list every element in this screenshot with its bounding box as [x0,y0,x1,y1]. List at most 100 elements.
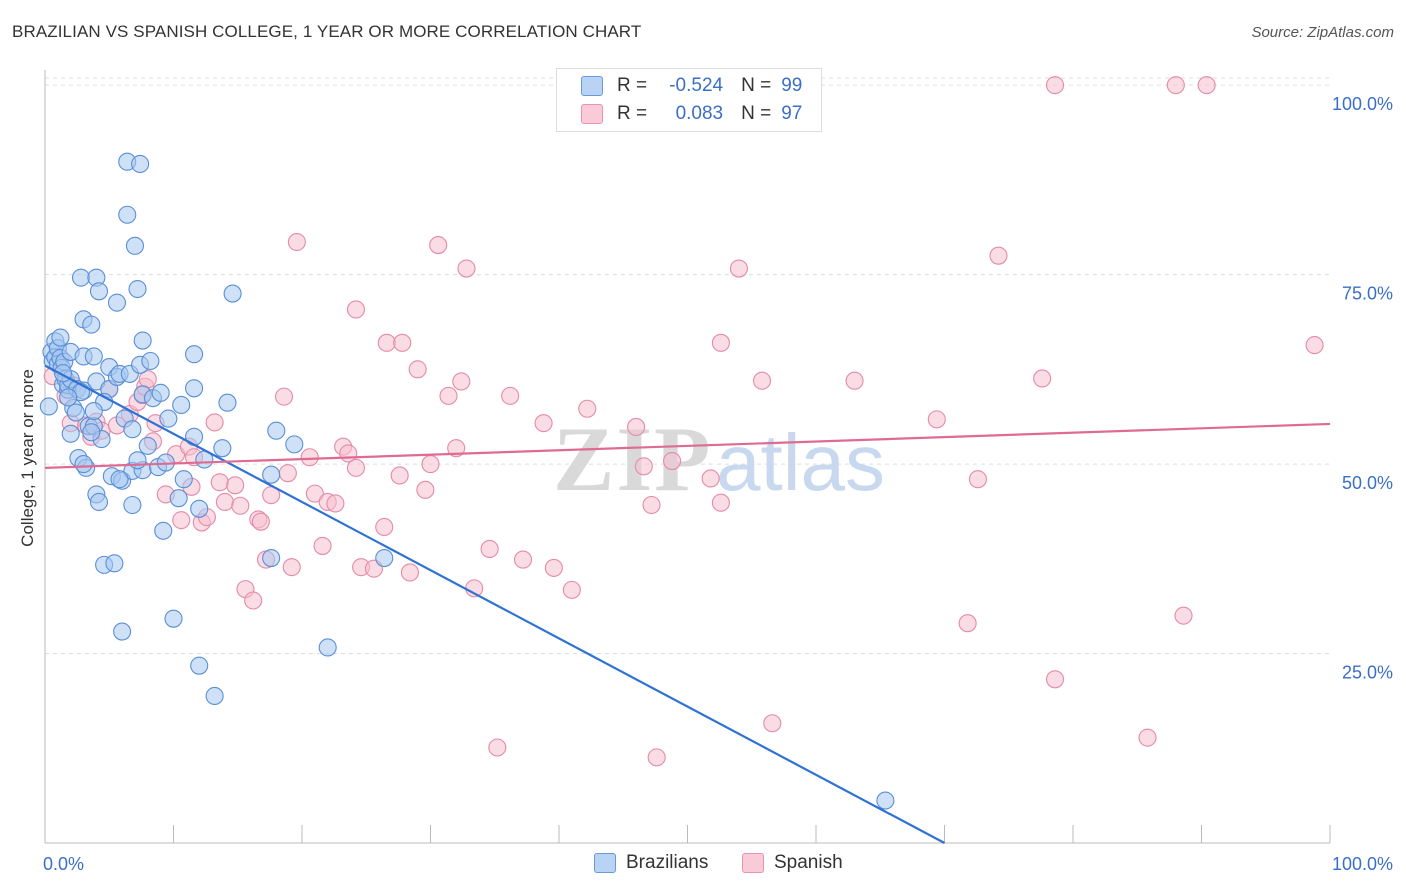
point-spanish [513,550,533,569]
point-spanish [313,536,332,555]
point-brazilian [285,435,304,454]
point-brazilian [375,549,394,568]
point-brazilian [164,609,183,628]
point-brazilian [123,420,142,439]
point-brazilian [154,521,173,540]
bottom-legend-label-spanish: Spanish [774,852,843,873]
point-spanish [390,466,409,485]
point-brazilian [71,268,91,287]
point-spanish [663,451,682,471]
legend-r-value-brazilians: -0.524 [669,75,724,96]
point-spanish [1174,606,1193,625]
bottom-legend-swatch-pink [742,853,764,873]
point-spanish [215,492,234,512]
point-spanish [375,517,394,537]
point-spanish [244,591,263,610]
point-spanish [763,714,782,733]
legend-n-value-brazilians: 99 [781,75,803,96]
point-spanish [752,371,772,390]
legend-n-value-spanish: 97 [781,103,803,124]
point-brazilian [205,686,224,706]
point-spanish [544,558,563,577]
legend-swatch-pink [581,104,603,124]
y-tick-label: 100.0% [1332,94,1393,114]
bottom-legend-label-brazilians: Brazilians [626,852,709,873]
point-spanish [1138,728,1157,747]
point-brazilian [174,470,193,489]
point-spanish [274,387,294,406]
point-spanish [1305,336,1324,355]
point-brazilian [82,423,101,442]
point-brazilian [190,656,209,675]
point-spanish [346,300,366,319]
point-brazilian [141,351,160,371]
point-brazilian [113,622,132,641]
point-brazilian [185,379,204,398]
legend-n-label: N = [741,103,772,124]
legend-n-label: N = [741,75,772,96]
point-spanish [1033,369,1052,388]
point-brazilian [84,401,103,421]
point-spanish [452,372,471,391]
point-spanish [439,386,458,405]
point-brazilian [131,154,150,174]
legend-r-label: R = [617,103,648,124]
point-spanish [711,333,730,352]
point-brazilian [107,293,127,312]
point-spanish [480,539,499,559]
y-tick-label: 25.0% [1342,663,1393,683]
point-spanish [501,386,520,405]
point-spanish [1166,76,1185,95]
trendline-spanish [44,422,1331,469]
point-brazilian [61,424,80,443]
point-spanish [562,580,581,599]
point-brazilian [218,393,237,412]
point-brazilian [159,409,178,428]
point-spanish [226,476,245,495]
point-spanish [416,480,435,499]
point-spanish [408,360,427,379]
point-spanish [231,496,250,515]
point-spanish [421,455,440,474]
point-brazilian [262,549,281,568]
point-spanish [346,458,366,477]
point-spanish [647,748,666,767]
point-brazilian [318,638,337,657]
point-spanish [958,614,977,633]
point-spanish [1197,76,1216,95]
legend-r-label: R = [617,75,648,96]
point-spanish [287,232,306,252]
point-spanish [578,399,597,418]
point-spanish [278,464,297,483]
point-spanish [210,473,229,492]
point-spanish [393,333,412,352]
point-spanish [447,439,466,458]
point-spanish [845,371,864,390]
point-spanish [300,448,319,467]
point-brazilian [190,499,209,518]
source-credit: Source: ZipAtlas.com [1251,24,1394,41]
point-brazilian [169,489,188,508]
point-spanish [1045,76,1065,95]
point-brazilian [128,451,147,470]
point-brazilian [84,347,103,366]
correlation-legend: R = -0.524 N = 99 R = 0.083 N = 97 [556,68,822,132]
point-brazilian [39,397,58,416]
y-tick-label: 75.0% [1342,284,1393,304]
point-spanish [377,333,396,352]
y-tick-label: 50.0% [1342,473,1393,493]
point-brazilian [105,554,124,573]
point-brazilian [185,345,204,364]
point-brazilian [876,791,895,810]
point-spanish [400,563,419,582]
point-spanish [968,470,987,489]
point-spanish [927,410,946,429]
point-brazilian [59,388,78,407]
point-brazilian [172,395,191,415]
point-spanish [457,259,476,278]
point-spanish [251,512,270,531]
point-spanish [282,558,301,577]
x-tick-label-min: 0.0% [43,854,84,874]
bottom-legend-swatch-blue [594,853,616,873]
legend-row-spanish: R = 0.083 N = 97 [581,101,802,127]
